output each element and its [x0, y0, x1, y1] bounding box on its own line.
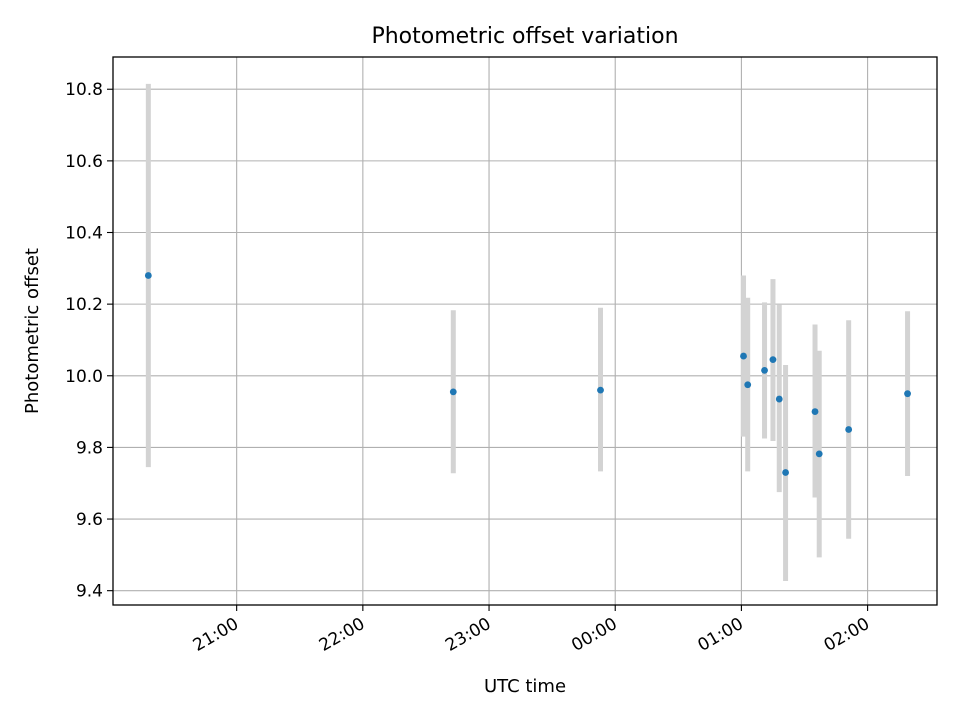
data-point	[144, 272, 152, 279]
y-tick-label: 10.4	[65, 224, 103, 244]
y-tick-label: 10.6	[65, 152, 103, 172]
x-axis-label: UTC time	[484, 676, 566, 697]
plot-frame	[112, 56, 938, 606]
y-tick-label: 9.4	[76, 582, 103, 602]
y-tick-label: 9.8	[76, 438, 103, 458]
data-point	[597, 386, 604, 394]
y-tick-label: 10.2	[65, 295, 103, 315]
data-point	[769, 356, 777, 364]
y-axis: 9.4 9.6 9.8 10.0 10.2 10.4 10.6 10.8	[65, 80, 113, 602]
data-point	[740, 352, 747, 360]
data-point	[811, 408, 819, 415]
y-tick-label: 10.8	[65, 80, 103, 100]
data-point	[845, 426, 853, 433]
data-point	[782, 469, 789, 476]
y-tick-label: 9.6	[76, 510, 103, 530]
data-points	[144, 272, 911, 476]
data-point	[449, 388, 457, 396]
chart-title: Photometric offset variation	[371, 24, 678, 49]
y-axis-label: Photometric offset	[22, 248, 43, 414]
grid	[113, 57, 937, 605]
y-tick-label: 10.0	[65, 367, 103, 387]
data-point	[744, 381, 752, 389]
data-point	[761, 366, 768, 374]
data-point	[815, 450, 823, 458]
data-point	[904, 390, 911, 398]
data-point	[775, 395, 783, 403]
